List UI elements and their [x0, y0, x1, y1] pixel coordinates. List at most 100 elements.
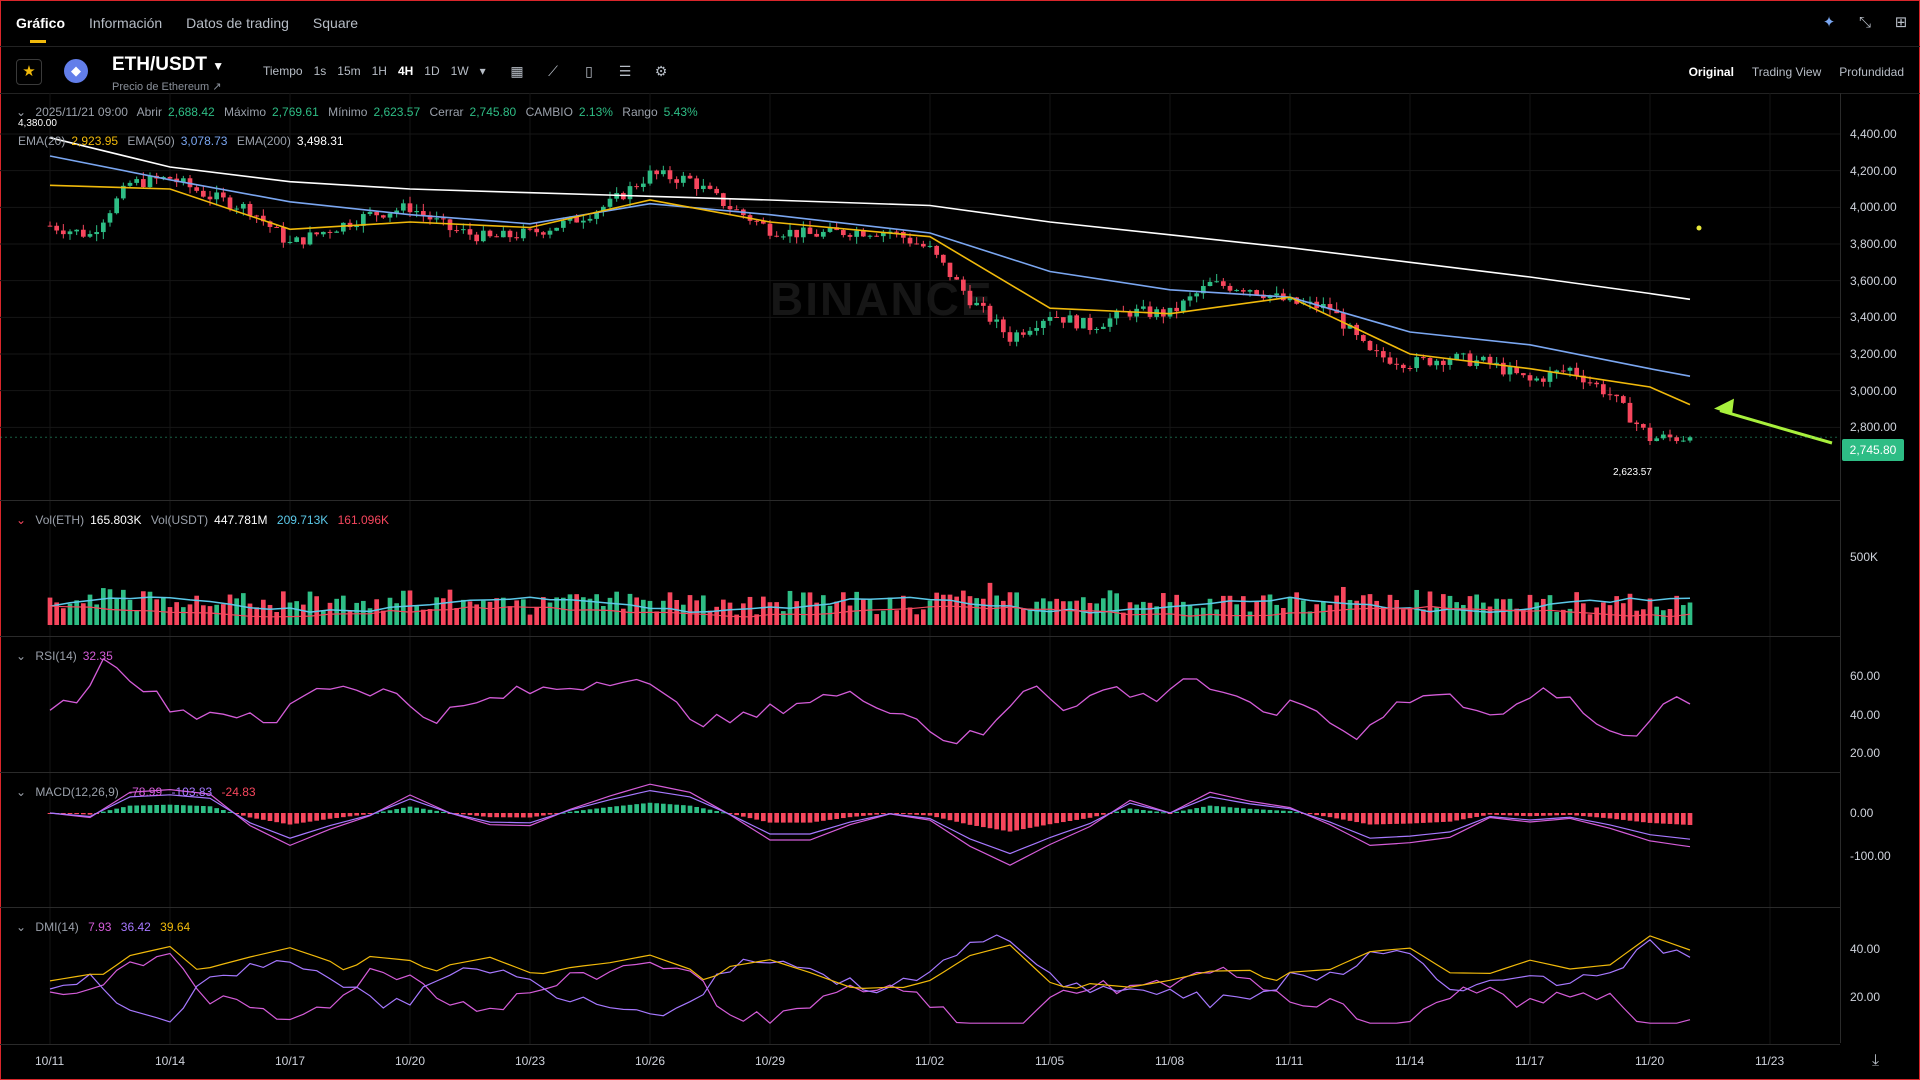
chevron-down-icon[interactable]: ⌄	[16, 785, 27, 799]
macd-histogram-bar	[567, 811, 573, 813]
macd-hist-value: -24.83	[221, 785, 256, 799]
sparkle-icon[interactable]: ✦	[1822, 14, 1836, 31]
dmi-minus-line	[49, 934, 1691, 1023]
macd-histogram-bar	[1454, 813, 1459, 821]
x-axis-line	[0, 1044, 1840, 1045]
panel-divider[interactable]	[0, 907, 1840, 908]
tab-square[interactable]: Square	[312, 15, 359, 31]
macd-histogram-bar	[461, 813, 466, 815]
dmi-c-value: 39.64	[160, 920, 191, 934]
view-original[interactable]: Original	[1688, 65, 1734, 79]
candle-body	[114, 198, 119, 214]
interval-1d[interactable]: 1D	[424, 64, 440, 78]
candle-body	[587, 218, 593, 221]
indicator-icon[interactable]: ⟋	[548, 63, 558, 79]
macd-dif-line	[49, 783, 1691, 866]
tab-datos-trading[interactable]: Datos de trading	[186, 15, 289, 31]
volume-bar	[67, 603, 73, 625]
macd-histogram-bar	[254, 813, 259, 819]
macd-histogram-bar	[1041, 813, 1046, 826]
macd-histogram-bar	[101, 811, 106, 813]
interval-15m[interactable]: 15m	[337, 64, 361, 78]
time-tick: 10/23	[515, 1054, 546, 1068]
ema-legend: EMA(20) 2,923.95 EMA(50) 3,078.73 EMA(200)…	[18, 134, 350, 148]
volume-bar	[967, 596, 973, 625]
candle-body	[1341, 313, 1346, 329]
collapse-icon[interactable]: ⤡	[1858, 14, 1871, 31]
macd-histogram-bar	[361, 813, 366, 815]
template-icon[interactable]: ☰	[618, 63, 632, 79]
macd-histogram-bar	[594, 808, 599, 813]
interval-4h[interactable]: 4H	[397, 64, 414, 78]
panel-divider[interactable]	[0, 636, 1840, 637]
candle-body	[867, 235, 873, 237]
view-profundidad[interactable]: Profundidad	[1839, 65, 1904, 79]
panel-divider[interactable]	[0, 772, 1840, 773]
candle-body	[334, 231, 339, 233]
interval-1h[interactable]: 1H	[371, 64, 387, 78]
candle-body	[1354, 324, 1359, 336]
macd-histogram-bar	[1494, 813, 1499, 815]
ema200-line	[49, 136, 1691, 301]
volume-bar	[527, 614, 533, 625]
macd-histogram-bar	[1674, 813, 1679, 825]
candle-body	[1661, 434, 1666, 439]
binance-watermark: BINANCE	[770, 273, 994, 325]
macd-histogram-bar	[534, 813, 539, 817]
panel-divider[interactable]	[0, 500, 1840, 501]
candle-body	[807, 227, 813, 234]
volume-bar	[1007, 592, 1013, 625]
macd-histogram-bar	[1054, 813, 1059, 824]
candle-body	[1067, 315, 1073, 323]
settings-icon[interactable]: ⚙	[654, 63, 668, 79]
volume-bar	[827, 605, 833, 625]
volume-bar	[1567, 608, 1573, 625]
candle-body	[247, 203, 253, 216]
favorite-star-icon[interactable]: ★	[16, 59, 42, 85]
macd-histogram-bar	[67, 813, 73, 814]
candle-body	[1207, 281, 1213, 287]
candle-type-icon[interactable]: ▯	[585, 63, 593, 79]
volume-bar	[167, 607, 173, 625]
view-trading-view[interactable]: Trading View	[1751, 65, 1822, 79]
volume-bar	[1427, 591, 1433, 625]
volume-bar	[201, 605, 206, 625]
macd-histogram-bar	[734, 813, 739, 816]
candle-body	[1501, 362, 1506, 375]
tab-informacion[interactable]: Información	[89, 15, 163, 31]
candle-body	[167, 176, 173, 179]
interval-more-dropdown[interactable]: ▾	[479, 64, 486, 78]
chevron-down-icon[interactable]: ⌄	[16, 105, 27, 119]
macd-histogram-bar	[641, 803, 646, 813]
volume-bar	[1687, 602, 1693, 625]
volume-bar	[1187, 605, 1193, 625]
dmi-legend: ⌄ DMI(14) 7.93 36.42 39.64	[16, 920, 196, 934]
pair-subtitle[interactable]: Precio de Ethereum ↗	[112, 81, 222, 93]
volume-bar	[434, 597, 439, 625]
volume-bar	[607, 597, 613, 625]
interval-1s[interactable]: 1s	[313, 64, 327, 78]
calendar-icon[interactable]: ▦	[510, 63, 524, 79]
macd-histogram-bar	[374, 812, 379, 814]
price-tick: 3,600.00	[1850, 273, 1897, 288]
tab-grafico[interactable]: Gráfico	[16, 15, 66, 43]
time-tick: 10/26	[635, 1054, 666, 1068]
chevron-down-icon[interactable]: ⌄	[16, 920, 27, 934]
price-tick: 3,000.00	[1850, 383, 1897, 398]
candle-body	[1614, 394, 1619, 397]
grid-icon[interactable]: ⊞	[1894, 14, 1908, 31]
macd-histogram-bar	[927, 813, 933, 816]
macd-histogram-bar	[654, 803, 659, 813]
interval-tiempo[interactable]: Tiempo	[263, 64, 303, 78]
macd-histogram-bar	[894, 813, 899, 814]
scroll-to-end-icon[interactable]: ⤓	[1872, 1052, 1880, 1069]
candle-body	[1194, 293, 1199, 297]
interval-1w[interactable]: 1W	[450, 64, 469, 78]
chevron-down-icon[interactable]: ⌄	[16, 513, 27, 527]
candle-body	[601, 206, 606, 212]
volume-bar	[1401, 609, 1406, 625]
chevron-down-icon[interactable]: ⌄	[16, 649, 27, 663]
pair-selector[interactable]: ETH/USDT ▼	[112, 54, 224, 76]
macd-histogram-bar	[161, 804, 166, 813]
